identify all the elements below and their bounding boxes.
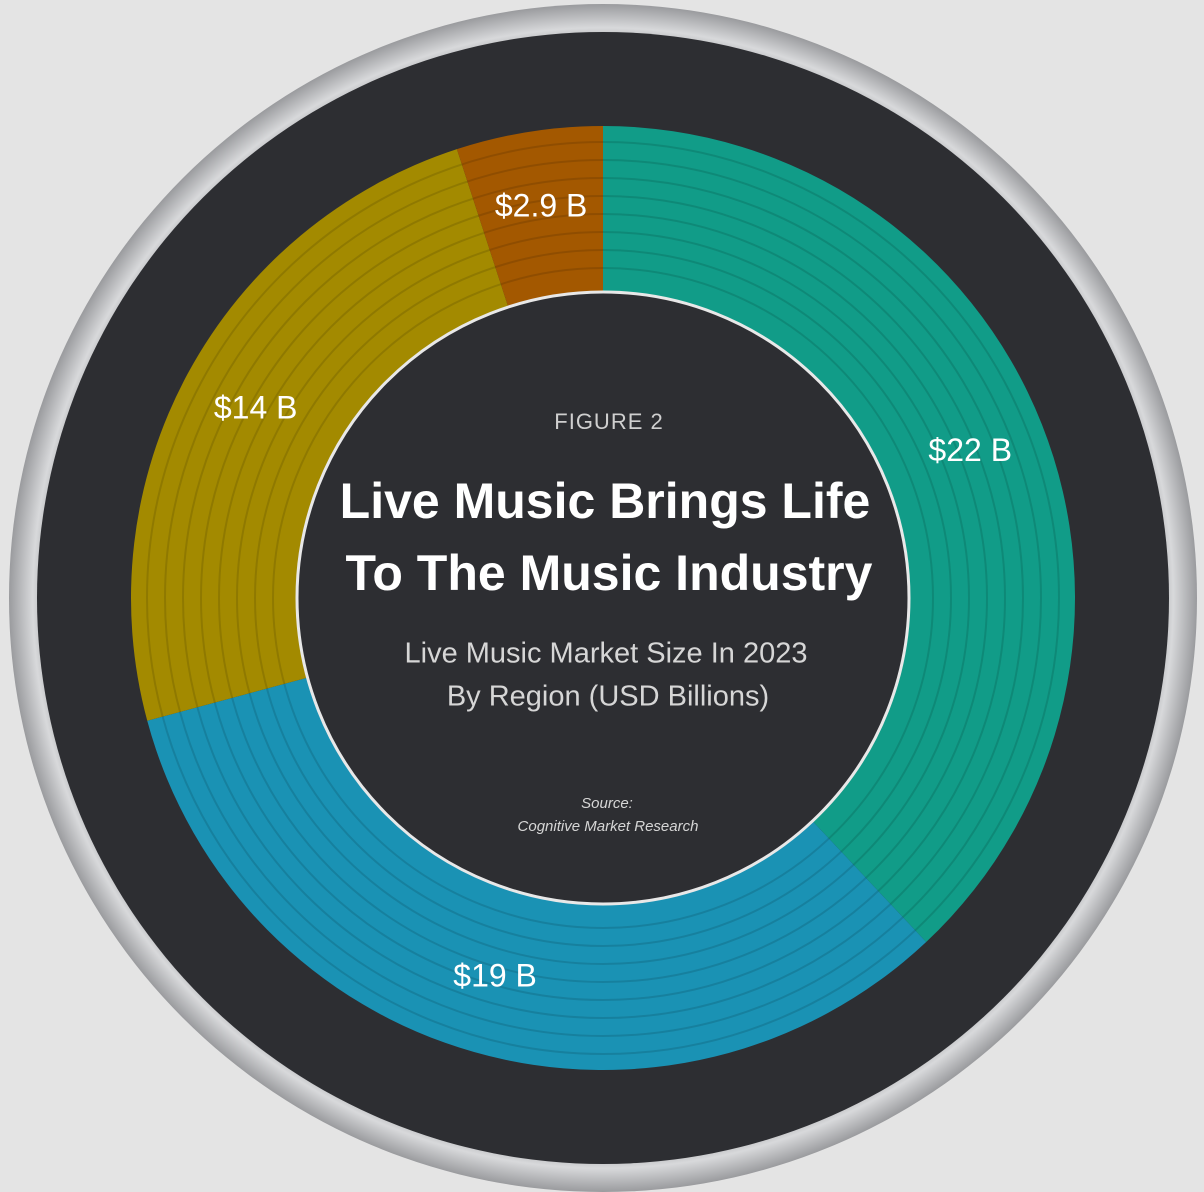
groove [164,159,1042,1037]
grooves [146,141,1060,1055]
groove [218,213,988,983]
slices [131,126,1076,1070]
value-label: $14 B [214,389,298,425]
subtitle-line: Live Music Market Size In 2023 [405,638,808,670]
groove [200,195,1006,1001]
kicker: FIGURE 2 [554,409,663,434]
title-line: To The Music Industry [346,545,873,601]
value-label: $22 B [928,432,1012,468]
groove [272,267,934,929]
value-label: $2.9 B [495,187,588,223]
groove [182,177,1024,1019]
value-label: $19 B [453,957,537,993]
slice [603,126,1076,943]
title-line: Live Music Brings Life [340,473,871,529]
source-label: Source: [581,795,633,812]
source: Cognitive Market Research [518,818,699,835]
slice [147,677,927,1070]
slice [131,149,509,721]
slice [456,126,603,308]
groove [254,249,952,947]
groove [236,231,970,965]
subtitle-line: By Region (USD Billions) [447,681,769,713]
groove [146,141,1060,1055]
center-label [295,290,911,906]
